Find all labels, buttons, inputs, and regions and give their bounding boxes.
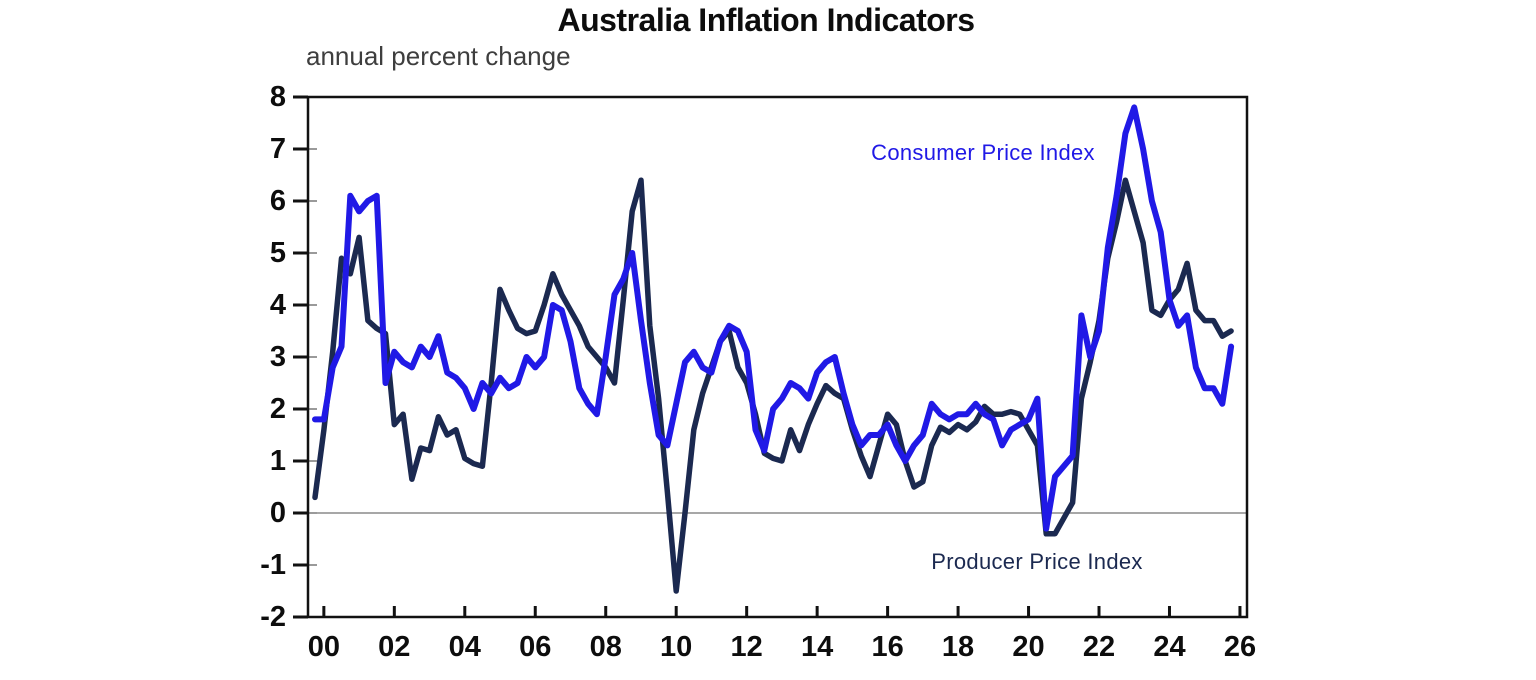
y-tick-label: 5 bbox=[269, 237, 286, 269]
plot-frame bbox=[306, 95, 1249, 619]
x-tick-label: 02 bbox=[378, 631, 411, 663]
y-tick-label: 0 bbox=[269, 497, 286, 529]
x-tick-label: 18 bbox=[941, 631, 975, 663]
chart-subtitle: annual percent change bbox=[306, 41, 571, 71]
x-tick-label: 16 bbox=[871, 631, 904, 663]
x-tick-label: 04 bbox=[448, 631, 481, 663]
x-tick-label: 22 bbox=[1082, 631, 1116, 663]
y-tick-label: 2 bbox=[269, 393, 286, 425]
y-tick-label: -2 bbox=[260, 601, 286, 633]
x-tick-label: 24 bbox=[1153, 631, 1186, 663]
axis-tick-marks bbox=[293, 95, 1242, 619]
ppi-series-label: Producer Price Index bbox=[931, 549, 1143, 574]
y-tick-label: 7 bbox=[269, 133, 286, 165]
x-tick-label: 14 bbox=[800, 631, 834, 663]
producer-price-index-line bbox=[312, 177, 1234, 594]
x-tick-label: 12 bbox=[730, 631, 763, 663]
consumer-price-index-line bbox=[312, 104, 1235, 532]
y-tick-label: 6 bbox=[269, 185, 286, 217]
y-tick-label: 1 bbox=[269, 445, 286, 477]
chart-title: Australia Inflation Indicators bbox=[557, 2, 975, 38]
y-tick-label: -1 bbox=[260, 549, 286, 581]
cpi-series-label: Consumer Price Index bbox=[871, 140, 1095, 165]
x-tick-label: 20 bbox=[1012, 631, 1045, 663]
x-tick-label: 26 bbox=[1223, 631, 1257, 663]
series-lines bbox=[312, 104, 1235, 594]
y-tick-label: 3 bbox=[269, 341, 286, 373]
y-tick-label: 8 bbox=[269, 81, 286, 113]
x-tick-label: 10 bbox=[660, 631, 693, 663]
x-tick-label: 08 bbox=[589, 631, 622, 663]
x-tick-label: 00 bbox=[307, 631, 340, 663]
y-tick-label: 4 bbox=[269, 289, 286, 321]
x-tick-label: 06 bbox=[519, 631, 552, 663]
